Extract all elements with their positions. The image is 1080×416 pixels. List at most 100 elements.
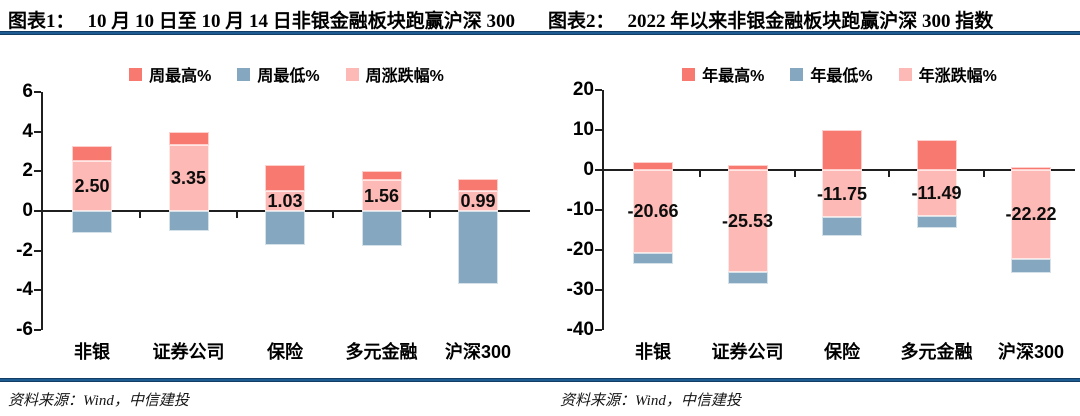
y-axis-tick bbox=[34, 289, 41, 292]
bar-segment-change bbox=[1011, 170, 1051, 259]
legend-swatch-high bbox=[682, 67, 696, 81]
category-label: 保险 bbox=[267, 342, 303, 362]
data-label: -11.75 bbox=[816, 183, 868, 204]
bar-segment-high bbox=[458, 179, 498, 192]
bar-segment-low bbox=[633, 252, 673, 264]
legend-label: 年最高% bbox=[702, 68, 765, 85]
bar-segment-change bbox=[361, 180, 402, 211]
legend-item: 周最低% bbox=[237, 62, 320, 86]
data-label: 3.35 bbox=[170, 167, 207, 188]
y-tick-label: -10 bbox=[566, 199, 594, 220]
bar-segment-low bbox=[916, 215, 957, 228]
bar-segment-high bbox=[916, 140, 957, 170]
bar-segment-high bbox=[361, 171, 402, 181]
bar-segment-low bbox=[822, 217, 862, 236]
y-axis-tick bbox=[34, 329, 41, 331]
x-axis-tick bbox=[888, 171, 891, 177]
y-axis-tick bbox=[595, 169, 602, 171]
bar-segment-change bbox=[265, 190, 305, 211]
bar-segment-high bbox=[265, 165, 305, 191]
category-label: 证券公司 bbox=[152, 342, 225, 362]
chart-legend: 年最高% 年最低% 年涨跌幅% bbox=[604, 62, 1075, 86]
legend-item: 年最低% bbox=[790, 62, 873, 86]
chart-legend: 周最高% 周最低% 周涨跌幅% bbox=[43, 62, 530, 86]
y-tick-label: 4 bbox=[22, 120, 33, 142]
category-label: 保险 bbox=[824, 342, 860, 362]
y-tick-label: 20 bbox=[572, 79, 594, 100]
bar-segment-change bbox=[458, 191, 498, 211]
bar-segment-change bbox=[727, 170, 768, 273]
y-tick-label: -4 bbox=[16, 279, 33, 301]
legend-label: 年涨跌幅% bbox=[918, 68, 997, 85]
category-label: 证券公司 bbox=[711, 342, 784, 362]
y-axis-tick bbox=[34, 210, 41, 212]
y-axis-tick bbox=[595, 249, 602, 251]
category-label: 多元金融 bbox=[900, 342, 973, 362]
y-axis-tick bbox=[595, 89, 602, 91]
data-label: 0.99 bbox=[460, 191, 496, 212]
bar-segment-change bbox=[916, 170, 957, 216]
x-axis-tick bbox=[428, 212, 431, 218]
legend-swatch-low bbox=[790, 67, 804, 81]
data-label: -11.49 bbox=[911, 182, 962, 203]
y-tick-label: 0 bbox=[22, 200, 33, 221]
x-axis-tick bbox=[139, 212, 142, 218]
bar-segment-high bbox=[1011, 166, 1051, 170]
legend-swatch-low bbox=[237, 67, 251, 81]
data-label: -20.66 bbox=[627, 201, 679, 222]
bar-segment-change bbox=[633, 170, 673, 253]
y-axis-tick bbox=[34, 91, 41, 93]
y-tick-label: -40 bbox=[566, 319, 594, 340]
y-axis-tick bbox=[595, 329, 602, 331]
chart2-title-prefix: 图表2： bbox=[548, 11, 615, 32]
x-axis-tick bbox=[793, 171, 796, 177]
y-axis-tick bbox=[34, 130, 41, 133]
y-axis-tick bbox=[595, 289, 602, 291]
legend-item: 周最高% bbox=[129, 62, 211, 86]
bar-segment-change bbox=[72, 161, 112, 211]
chart2-title: 图表2： 2022 年以来非银金融板块跑赢沪深 300 指数 bbox=[548, 6, 993, 33]
y-tick-label: -20 bbox=[566, 239, 594, 260]
y-axis-line bbox=[602, 90, 604, 330]
data-label: -22.22 bbox=[1005, 204, 1057, 225]
category-label: 沪深300 bbox=[997, 342, 1065, 362]
y-tick-label: 6 bbox=[22, 81, 33, 102]
x-axis-tick bbox=[332, 212, 335, 218]
y-tick-label: -2 bbox=[16, 239, 33, 261]
bar-segment-low bbox=[265, 211, 305, 245]
category-label: 非银 bbox=[74, 342, 110, 362]
y-axis-tick bbox=[34, 249, 41, 252]
chart1-title-text: 10 月 10 日至 10 月 14 日非银金融板块跑赢沪深 300 bbox=[87, 11, 516, 32]
bar-segment-high bbox=[72, 145, 112, 162]
bar-segment-low bbox=[727, 272, 768, 284]
legend-item: 年最高% bbox=[682, 62, 764, 86]
x-axis-tick bbox=[235, 212, 238, 218]
data-label: 1.03 bbox=[267, 190, 303, 211]
y-tick-label: 2 bbox=[22, 160, 33, 182]
bar-segment-low bbox=[168, 211, 209, 231]
bar-segment-low bbox=[458, 211, 498, 285]
legend-swatch-change bbox=[898, 67, 912, 81]
legend-label: 周最低% bbox=[257, 68, 320, 85]
chart2-title-text: 2022 年以来非银金融板块跑赢沪深 300 指数 bbox=[627, 11, 994, 32]
y-axis-tick bbox=[595, 129, 602, 131]
bar-segment-low bbox=[72, 211, 112, 233]
data-label: 2.50 bbox=[74, 176, 110, 197]
bar-segment-high bbox=[168, 131, 209, 145]
x-axis-tick bbox=[699, 171, 702, 177]
category-label: 沪深300 bbox=[444, 342, 512, 362]
source-note-right: 资料来源：Wind，中信建投 bbox=[560, 393, 741, 409]
y-tick-label: 0 bbox=[583, 159, 594, 180]
data-label: -25.53 bbox=[721, 211, 774, 232]
y-axis-tick bbox=[595, 209, 602, 211]
source-note-left: 资料来源：Wind，中信建投 bbox=[8, 393, 189, 409]
data-label: 1.56 bbox=[363, 185, 400, 206]
bar-segment-change bbox=[822, 170, 862, 217]
bar-segment-high bbox=[633, 162, 673, 170]
legend-item: 年涨跌幅% bbox=[898, 62, 997, 86]
legend-label: 年最低% bbox=[810, 68, 873, 85]
top-divider-rule bbox=[0, 31, 1080, 35]
category-label: 非银 bbox=[635, 342, 671, 362]
y-tick-label: 10 bbox=[572, 119, 594, 140]
category-label: 多元金融 bbox=[345, 342, 418, 362]
